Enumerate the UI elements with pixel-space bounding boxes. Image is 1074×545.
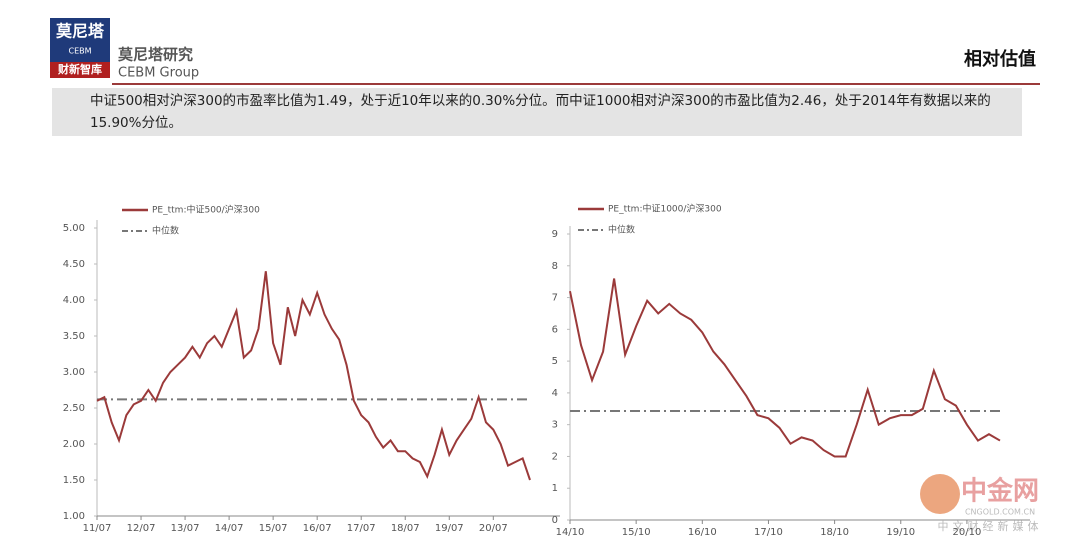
page-title: 相对估值	[964, 48, 1036, 70]
x-tick-label: 14/10	[556, 527, 585, 538]
y-tick-label: 1	[552, 483, 558, 494]
org-group: CEBM Group	[118, 66, 199, 81]
legend-label: 中位数	[152, 225, 179, 237]
y-tick-label: 4.50	[63, 259, 85, 270]
watermark-tagline: 中文财经新媒体	[938, 519, 1043, 533]
logo-sub: CEBM	[68, 47, 91, 56]
logo-main: 莫尼塔	[55, 22, 105, 41]
x-tick-label: 16/07	[303, 523, 332, 534]
y-tick-label: 7	[552, 293, 558, 304]
x-tick-label: 17/10	[754, 527, 783, 538]
y-tick-label: 0	[552, 515, 558, 526]
series-line	[569, 278, 1001, 458]
x-tick-label: 13/07	[171, 523, 200, 534]
legend-label: PE_ttm:中证1000/沪深300	[608, 203, 722, 215]
y-tick-label: 4	[552, 388, 558, 399]
y-tick-label: 2.00	[63, 439, 85, 450]
logo-band-text: 财新智库	[57, 62, 102, 76]
y-tick-label: 9	[552, 229, 558, 240]
y-tick-label: 3.50	[63, 331, 85, 342]
y-tick-label: 1.50	[63, 475, 85, 486]
x-tick-label: 15/10	[622, 527, 651, 538]
x-tick-label: 19/10	[886, 527, 915, 538]
x-tick-label: 17/07	[347, 523, 376, 534]
x-tick-label: 15/07	[259, 523, 288, 534]
y-tick-label: 1.00	[63, 511, 85, 522]
y-tick-label: 3	[552, 420, 558, 431]
watermark-logo	[920, 474, 960, 514]
x-tick-label: 16/10	[688, 527, 717, 538]
org-name: 莫尼塔研究	[118, 46, 193, 64]
x-tick-label: 18/10	[820, 527, 849, 538]
x-tick-label: 12/07	[127, 523, 156, 534]
y-tick-label: 2	[552, 451, 558, 462]
x-tick-label: 19/07	[435, 523, 464, 534]
y-tick-label: 2.50	[63, 403, 85, 414]
x-tick-label: 20/10	[953, 527, 982, 538]
y-tick-label: 6	[552, 324, 558, 335]
x-tick-label: 11/07	[83, 523, 112, 534]
x-tick-label: 14/07	[215, 523, 244, 534]
summary: 中证500相对沪深300的市盈率比值为1.49，处于近10年以来的0.30%分位…	[52, 88, 1022, 136]
y-tick-label: 3.00	[63, 367, 85, 378]
watermark-name: 中金网	[961, 476, 1039, 507]
y-tick-label: 8	[552, 261, 558, 272]
watermark-url: CNGOLD.COM.CN	[965, 508, 1035, 517]
y-tick-label: 5.00	[63, 223, 85, 234]
x-tick-label: 20/07	[479, 523, 508, 534]
y-tick-label: 5	[552, 356, 558, 367]
x-tick-label: 18/07	[391, 523, 420, 534]
legend-label: 中位数	[608, 224, 635, 236]
logo-band	[50, 62, 110, 78]
legend-label: PE_ttm:中证500/沪深300	[152, 204, 260, 216]
series-line	[96, 271, 531, 481]
y-tick-label: 4.00	[63, 295, 85, 306]
